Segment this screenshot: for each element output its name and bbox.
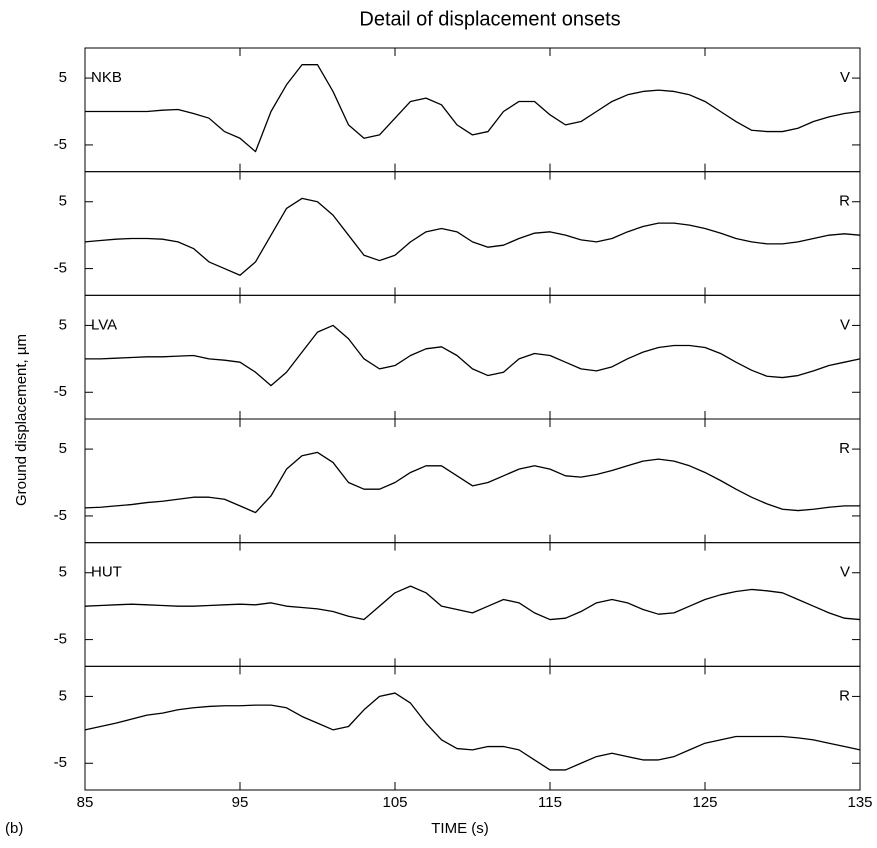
station-label: NKB <box>91 69 122 86</box>
trace <box>84 585 861 621</box>
trace <box>85 64 861 153</box>
y-tick-label: 5 <box>59 440 67 457</box>
component-label: V <box>840 564 850 581</box>
y-tick-label: 5 <box>59 193 67 210</box>
x-tick-label: 85 <box>77 794 94 811</box>
y-tick-label: 5 <box>59 687 67 704</box>
component-label: R <box>839 440 850 457</box>
y-axis-label: Ground displacement, µm <box>13 334 30 506</box>
trace <box>84 692 861 771</box>
y-tick-label: 5 <box>59 69 67 86</box>
component-label: R <box>839 193 850 210</box>
trace <box>84 197 861 276</box>
y-tick-label: -5 <box>54 260 67 277</box>
trace <box>85 324 861 387</box>
x-tick-label: 115 <box>538 794 562 811</box>
panel-frame <box>84 665 861 791</box>
y-tick-label: -5 <box>54 383 67 400</box>
x-axis-label: TIME (s) <box>431 820 489 837</box>
panel-frame <box>84 542 861 667</box>
chart-title: Detail of displacement onsets <box>359 8 620 30</box>
y-tick-label: 5 <box>59 564 67 581</box>
component-label: V <box>840 69 850 86</box>
x-tick-label: 135 <box>847 794 872 811</box>
x-tick-label: 125 <box>692 794 717 811</box>
station-label: LVA <box>91 316 117 333</box>
x-tick-label: 105 <box>382 794 407 811</box>
y-tick-label: -5 <box>54 136 67 153</box>
y-tick-label: -5 <box>54 507 67 524</box>
panel-frame <box>84 418 861 544</box>
trace <box>84 451 860 514</box>
component-label: R <box>839 687 850 704</box>
panel-label: (b) <box>5 820 23 837</box>
x-tick-label: 95 <box>232 794 249 811</box>
panel-frame <box>84 171 861 296</box>
panel-frame <box>84 47 861 173</box>
station-label: HUT <box>91 564 122 581</box>
y-tick-label: -5 <box>54 631 67 648</box>
y-tick-label: -5 <box>54 754 67 771</box>
y-tick-label: 5 <box>59 316 67 333</box>
component-label: V <box>840 316 850 333</box>
